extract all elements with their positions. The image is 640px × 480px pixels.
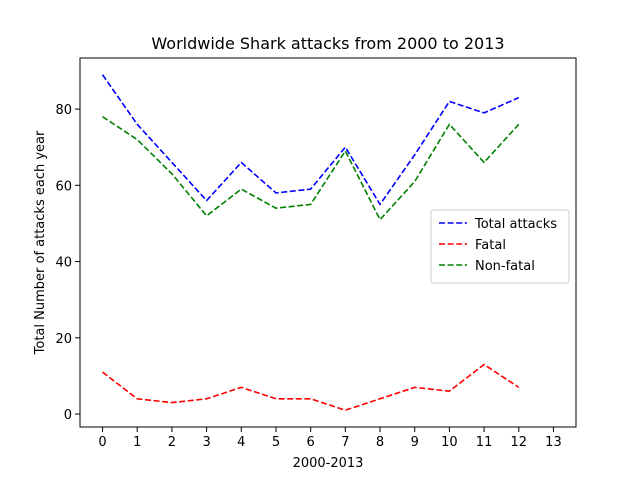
x-tick-label: 5: [272, 435, 280, 450]
y-tick-label: 60: [55, 179, 72, 194]
chart-title: Worldwide Shark attacks from 2000 to 201…: [151, 34, 504, 53]
x-tick-label: 8: [376, 435, 384, 450]
x-tick-label: 2: [168, 435, 176, 450]
x-tick-label: 9: [411, 435, 419, 450]
x-tick-label: 4: [237, 435, 245, 450]
x-tick-label: 11: [476, 435, 493, 450]
y-tick-label: 40: [55, 256, 72, 271]
series-lines: [101, 74, 520, 412]
x-axis-ticks: 0 1 2 3 4 5 6 7 8 9 10 11 12 13: [98, 427, 562, 450]
x-tick-label: 13: [545, 435, 562, 450]
y-axis-ticks: 0 20 40 60 80: [55, 103, 80, 423]
y-axis-title: Total Number of attacks each year: [33, 130, 48, 355]
x-tick-label: 3: [202, 435, 210, 450]
y-tick-label: 0: [64, 408, 72, 423]
legend-label: Fatal: [475, 238, 506, 253]
x-tick-label: 0: [98, 435, 106, 450]
x-axis-title: 2000-2013: [293, 456, 364, 471]
x-tick-label: 10: [441, 435, 458, 450]
series-line-fatal: [102, 363, 520, 412]
series-line-total-attacks: [101, 74, 520, 206]
legend: Total attacks Fatal Non-fatal: [430, 209, 570, 284]
plot-frame: [79, 57, 577, 428]
legend-label: Total attacks: [474, 217, 557, 232]
series-line-non-fatal: [102, 116, 520, 221]
y-tick-label: 80: [55, 103, 72, 118]
x-tick-label: 1: [133, 435, 141, 450]
x-tick-label: 12: [510, 435, 527, 450]
x-tick-label: 6: [307, 435, 315, 450]
y-tick-label: 20: [55, 332, 72, 347]
legend-label: Non-fatal: [475, 259, 535, 274]
x-tick-label: 7: [341, 435, 349, 450]
